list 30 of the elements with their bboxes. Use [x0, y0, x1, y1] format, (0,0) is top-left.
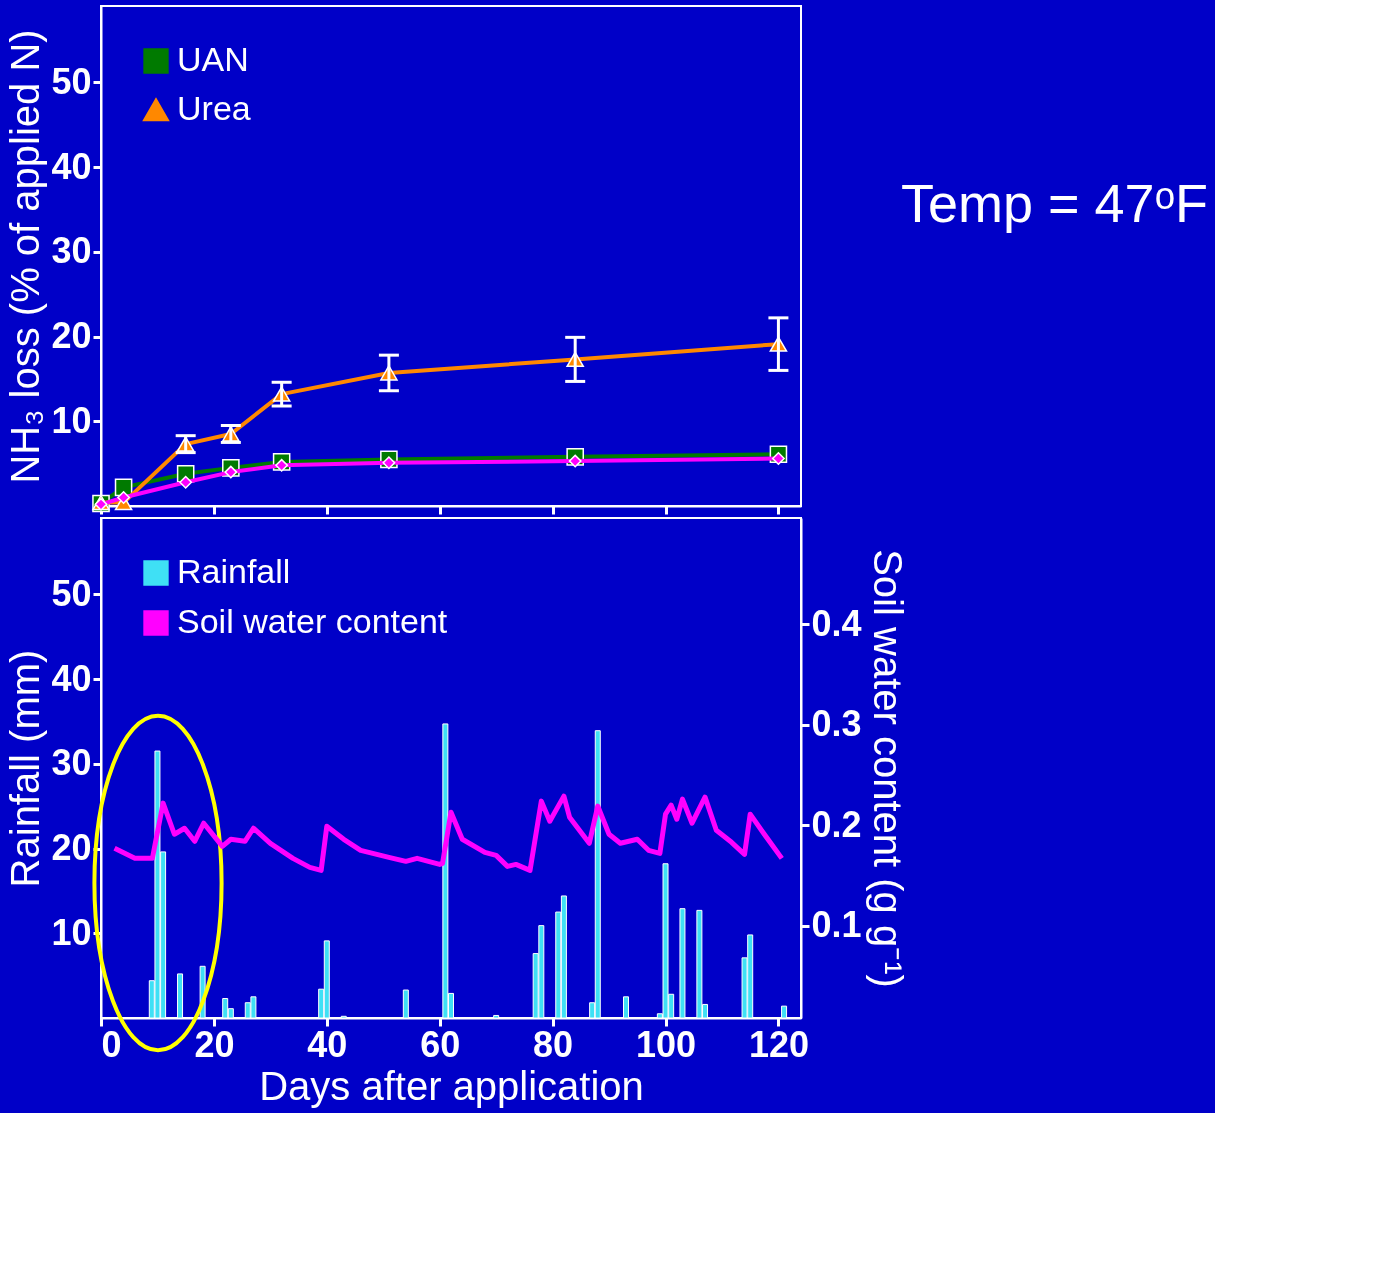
y-tick-label: 30	[51, 742, 92, 784]
x-axis-title: Days after application	[259, 1063, 644, 1108]
legend-label: UAN	[177, 40, 249, 78]
legend-label: Soil water content	[177, 602, 448, 640]
y-tick-label: 10	[51, 911, 92, 953]
x-tick-label: 120	[748, 1023, 809, 1065]
y-tick-label: 50	[51, 572, 92, 614]
text: Temp = 47ᵒF	[901, 173, 1209, 233]
y2-tick-label: 0.2	[811, 803, 862, 845]
y-tick-label: 30	[51, 230, 92, 272]
y2-tick-label: 0.4	[811, 602, 862, 644]
y-axis-title: NH₃ loss (% of applied N)	[3, 29, 48, 484]
y2-axis-title: Soil water content (g g⁻¹)	[865, 549, 910, 988]
x-tick-label: 60	[420, 1023, 461, 1065]
legend-label: Urea	[177, 89, 251, 127]
y-tick-label: 20	[51, 315, 92, 357]
y-tick-label: 40	[51, 145, 92, 187]
x-tick-label: 0	[101, 1023, 122, 1065]
y2-tick-label: 0.1	[811, 904, 862, 946]
y-axis-title: Rainfall (mm)	[3, 649, 48, 888]
x-tick-label: 100	[635, 1023, 697, 1065]
y-tick-label: 10	[51, 399, 92, 441]
x-tick-label: 20	[194, 1023, 235, 1065]
y-tick-label: 50	[51, 60, 92, 102]
y-tick-label: 20	[51, 827, 92, 869]
y-tick-label: 40	[51, 657, 92, 699]
y2-tick-label: 0.3	[811, 703, 862, 745]
x-tick-label: 80	[533, 1023, 574, 1065]
legend-label: Rainfall	[177, 552, 291, 590]
x-tick-label: 40	[307, 1023, 348, 1065]
